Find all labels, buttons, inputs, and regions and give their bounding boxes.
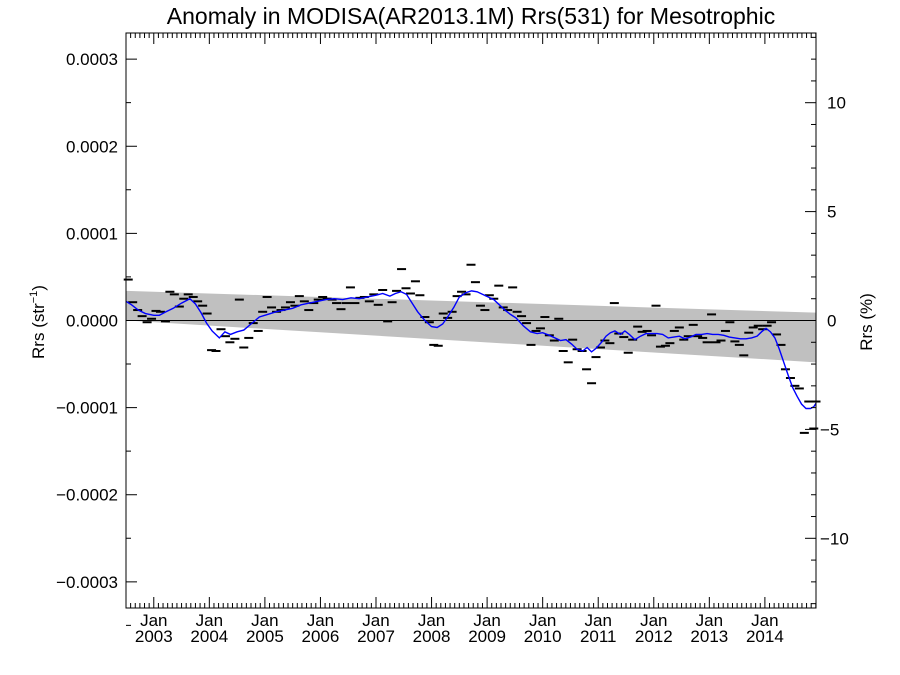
x-tick-label-month: Jan [196, 611, 223, 630]
x-tick-label-month: Jan [585, 611, 612, 630]
y-left-tick-label: 0.0000 [66, 312, 118, 331]
x-tick-label-month: Jan [696, 611, 723, 630]
x-tick-label-year: 2013 [690, 627, 728, 646]
x-tick-label-year: 2011 [580, 627, 617, 646]
y-right-tick-label: 0 [827, 312, 836, 331]
y-left-tick-label: −0.0003 [56, 573, 118, 592]
x-tick-label-month: Jan [140, 611, 167, 630]
x-tick-label-month: Jan [251, 611, 278, 630]
x-tick-label-year: 2014 [746, 627, 784, 646]
y-right-tick-label: −10 [820, 529, 849, 548]
x-tick-label-month: Jan [751, 611, 778, 630]
x-tick-label-year: 2004 [190, 627, 228, 646]
running-mean-line [125, 290, 817, 410]
tick-layer: 0.0003 0.0002 0.0001 0.0000 −0.0001 −0.0002 −0… [56, 33, 849, 646]
y-axis-label-left: Rrs (str−1) [28, 285, 48, 359]
x-tick-label-month: Jan [362, 611, 389, 630]
x-tick-label-year: 2007 [357, 627, 395, 646]
y-left-tick-label: 0.0002 [66, 137, 118, 156]
x-tick-label-year: 2008 [413, 627, 451, 646]
y-right-tick-label: 10 [827, 94, 846, 113]
y-left-tick-label: 0.0001 [66, 224, 118, 243]
running-mean-line-layer [125, 290, 817, 410]
y-left-tick-label: −0.0001 [56, 399, 118, 418]
x-tick-label-month: Jan [640, 611, 667, 630]
monthly-anomaly-markers-layer [123, 263, 821, 434]
x-tick-label-year: 2006 [302, 627, 340, 646]
x-tick-label-month: Jan [473, 611, 500, 630]
chart-title: Anomaly in MODISA(AR2013.1M) Rrs(531) fo… [167, 3, 775, 29]
trend-band [126, 290, 816, 363]
x-tick-label-year: 2012 [635, 627, 673, 646]
y-axis-label-right: Rrs (%) [857, 293, 876, 351]
x-tick-label-year: 2005 [246, 627, 284, 646]
y-right-tick-label: −5 [820, 420, 839, 439]
x-tick-label-month: Jan [307, 611, 334, 630]
y-left-tick-label: 0.0003 [66, 50, 118, 69]
x-tick-label-year: 2009 [468, 627, 506, 646]
x-tick-label-month: Jan [529, 611, 556, 630]
trend-confidence-band-layer [126, 290, 816, 363]
x-tick-label-month: Jan [418, 611, 445, 630]
x-tick-label-year: 2010 [524, 627, 562, 646]
y-left-tick-label: −0.0002 [56, 486, 118, 505]
x-tick-label-year: 2003 [135, 627, 173, 646]
y-right-tick-label: 5 [827, 203, 836, 222]
